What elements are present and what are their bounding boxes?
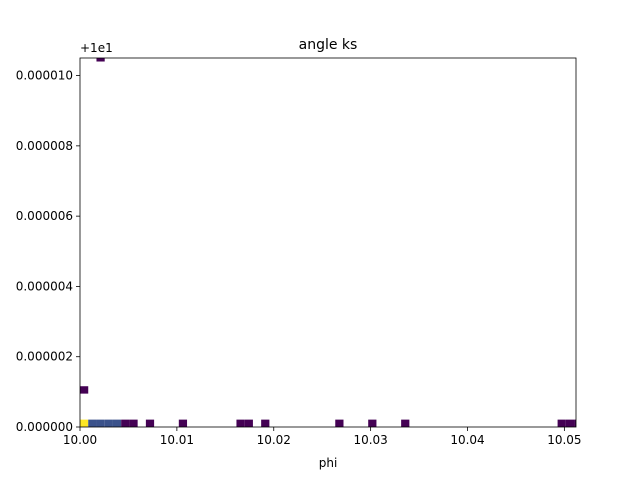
- y-tick-label: 0.000004: [16, 279, 73, 293]
- heatmap-cell-8: [178, 419, 188, 427]
- heatmap-cell-19: [96, 58, 105, 62]
- heatmap-cell-0: [80, 419, 89, 427]
- heatmap-cell-9: [236, 419, 245, 427]
- heatmap-cell-3: [104, 419, 113, 427]
- x-tick-label: 10.04: [450, 433, 484, 447]
- x-tick-label: 10.05: [547, 433, 581, 447]
- chart-title: angle ks: [299, 37, 358, 53]
- heatmap-cell-4: [112, 419, 122, 427]
- y-tick-label: 0.000002: [16, 350, 73, 364]
- heatmap-cell-17: [574, 419, 576, 427]
- plot-frame: [79, 57, 577, 428]
- heatmap-cell-18: [80, 386, 89, 394]
- x-tick-label: 10.02: [257, 433, 291, 447]
- x-axis-label: phi: [319, 456, 338, 470]
- heatmap-cell-2: [96, 419, 105, 427]
- heatmap-cell-7: [145, 419, 155, 427]
- y-tick-label: 0.000006: [16, 209, 73, 223]
- y-tick-label: 0.000000: [16, 420, 73, 434]
- heatmap-cell-16: [565, 419, 575, 427]
- heatmap-cell-5: [121, 419, 130, 427]
- y-axis: 0.000000 0.000002 0.000004 0.000006 0.000008…: [16, 69, 80, 434]
- heatmap-cell-15: [557, 419, 566, 427]
- heatmap-cell-1: [88, 419, 97, 427]
- heatmap-cell-14: [401, 419, 410, 427]
- x-tick-label: 10.00: [63, 433, 97, 447]
- x-axis: 10.00 10.01 10.02 10.03 10.04 10.05: [63, 427, 582, 447]
- y-offset-label: +1e1: [80, 41, 113, 55]
- heatmap-cell-11: [261, 419, 270, 427]
- heatmap-cell-10: [244, 419, 253, 427]
- heatmap-cell-12: [335, 419, 344, 427]
- heatmap-cell-6: [129, 419, 138, 427]
- heatmap-cells: [80, 58, 576, 427]
- heatmap-cell-13: [368, 419, 377, 427]
- x-tick-label: 10.01: [160, 433, 194, 447]
- y-tick-label: 0.000008: [16, 139, 73, 153]
- y-tick-label: 0.000010: [16, 69, 73, 83]
- x-tick-label: 10.03: [353, 433, 387, 447]
